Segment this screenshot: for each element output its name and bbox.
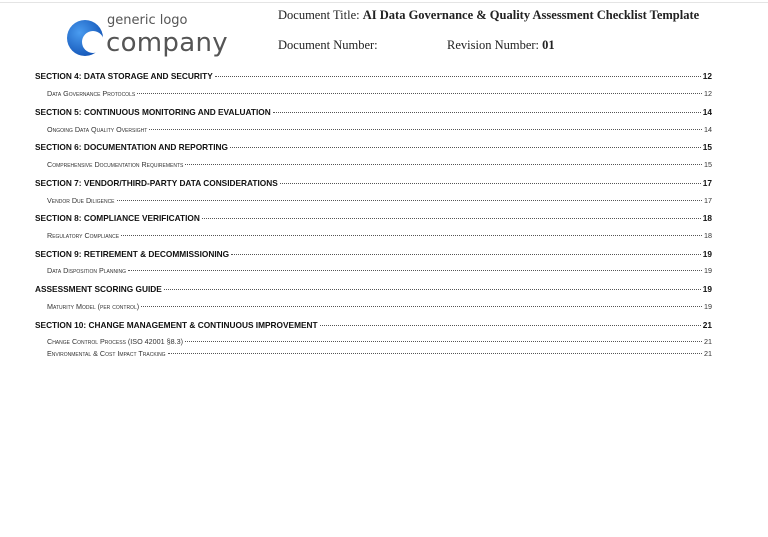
logo-big-text: company (106, 28, 228, 58)
revision-label: Revision Number: (447, 38, 540, 52)
toc-entry[interactable]: Change Control Process (ISO 42001 §8.3) 2… (47, 337, 712, 346)
dot-leader (231, 254, 701, 255)
dot-leader (279, 183, 701, 184)
revision-value: 01 (542, 38, 555, 52)
toc-entry[interactable]: Ongoing Data Quality Oversight 14 (47, 125, 712, 134)
toc-page-number: 21 (704, 337, 712, 346)
toc-entry[interactable]: Comprehensive Documentation Requirements… (47, 160, 712, 169)
dot-leader (229, 147, 701, 148)
toc-entry-title: SECTION 7: VENDOR/THIRD-PARTY DATA CONSI… (35, 178, 278, 188)
dot-leader (149, 129, 702, 130)
toc-page-number: 14 (702, 107, 712, 117)
toc-entry[interactable]: Data Disposition Planning 19 (47, 266, 712, 275)
toc-entry-title: Regulatory Compliance (47, 231, 120, 240)
toc-entry[interactable]: SECTION 5: CONTINUOUS MONITORING AND EVA… (35, 107, 712, 117)
dot-leader (185, 341, 702, 342)
toc-entry[interactable]: Vendor Due Diligence 17 (47, 196, 712, 205)
toc-entry[interactable]: SECTION 6: DOCUMENTATION AND REPORTING 15 (35, 142, 712, 152)
document-title: Document Title: AI Data Governance & Qua… (278, 8, 699, 23)
toc-page-number: 15 (702, 142, 712, 152)
toc-page-number: 18 (702, 213, 712, 223)
toc-entry[interactable]: SECTION 10: CHANGE MANAGEMENT & CONTINUO… (35, 320, 712, 330)
toc-page-number: 21 (702, 320, 712, 330)
toc-page-number: 19 (704, 302, 712, 311)
toc-entry-title: SECTION 9: RETIREMENT & DECOMMISSIONING (35, 249, 230, 259)
toc-page-number: 15 (704, 160, 712, 169)
dot-leader (141, 306, 702, 307)
doc-title-value: AI Data Governance & Quality Assessment … (362, 8, 700, 22)
toc-entry-title: SECTION 10: CHANGE MANAGEMENT & CONTINUO… (35, 320, 318, 330)
toc-entry-title: Environmental & Cost Impact Tracking (47, 349, 166, 358)
dot-leader (214, 76, 701, 77)
toc-page-number: 19 (702, 249, 712, 259)
toc-entry[interactable]: ASSESSMENT SCORING GUIDE 19 (35, 284, 712, 294)
toc-page-number: 21 (704, 349, 712, 358)
toc-entry[interactable]: SECTION 9: RETIREMENT & DECOMMISSIONING 1… (35, 249, 712, 259)
toc-entry[interactable]: Regulatory Compliance 18 (47, 231, 712, 240)
toc-entry-title: Vendor Due Diligence (47, 196, 115, 205)
dot-leader (185, 164, 702, 165)
toc-entry-title: SECTION 6: DOCUMENTATION AND REPORTING (35, 142, 228, 152)
toc-page-number: 17 (702, 178, 712, 188)
toc-entry-title: SECTION 8: COMPLIANCE VERIFICATION (35, 213, 200, 223)
dot-leader (201, 218, 701, 219)
dot-leader (128, 270, 702, 271)
toc-entry-title: Comprehensive Documentation Requirements (47, 160, 184, 169)
dot-leader (163, 289, 701, 290)
dot-leader (121, 235, 702, 236)
doc-title-label: Document Title: (278, 8, 360, 22)
toc-entry[interactable]: Environmental & Cost Impact Tracking 21 (47, 349, 712, 358)
toc-entry-title: Change Control Process (ISO 42001 §8.3) (47, 337, 184, 346)
logo-small-text: generic logo (107, 13, 188, 28)
toc-entry[interactable]: Data Governance Protocols 12 (47, 89, 712, 98)
toc-entry-title: Ongoing Data Quality Oversight (47, 125, 148, 134)
toc-entry-title: Maturity Model (per control) (47, 302, 140, 311)
revision-number: Revision Number: 01 (447, 38, 555, 53)
toc-page-number: 14 (704, 125, 712, 134)
doc-number-label: Document Number: (278, 38, 378, 52)
company-logo: generic logo company (66, 14, 236, 60)
toc-page-number: 18 (704, 231, 712, 240)
dot-leader (272, 112, 701, 113)
toc-entry[interactable]: SECTION 8: COMPLIANCE VERIFICATION 18 (35, 213, 712, 223)
toc-entry-title: Data Governance Protocols (47, 89, 136, 98)
logo-circle-icon (67, 20, 104, 56)
toc-entry-title: ASSESSMENT SCORING GUIDE (35, 284, 162, 294)
toc-page-number: 19 (702, 284, 712, 294)
dot-leader (167, 353, 702, 354)
toc-page-number: 12 (704, 89, 712, 98)
toc-entry[interactable]: Maturity Model (per control) 19 (47, 302, 712, 311)
toc-entry[interactable]: SECTION 7: VENDOR/THIRD-PARTY DATA CONSI… (35, 178, 712, 188)
toc-page-number: 19 (704, 266, 712, 275)
dot-leader (137, 93, 702, 94)
toc-entry-title: SECTION 5: CONTINUOUS MONITORING AND EVA… (35, 107, 271, 117)
toc-page-number: 17 (704, 196, 712, 205)
toc-entry-title: Data Disposition Planning (47, 266, 126, 275)
page-top-border (0, 2, 768, 3)
document-number: Document Number: (278, 38, 378, 53)
toc-entry-title: SECTION 4: DATA STORAGE AND SECURITY (35, 71, 213, 81)
toc-entry[interactable]: SECTION 4: DATA STORAGE AND SECURITY 12 (35, 71, 712, 81)
toc-page-number: 12 (702, 71, 712, 81)
dot-leader (116, 200, 702, 201)
dot-leader (319, 325, 701, 326)
